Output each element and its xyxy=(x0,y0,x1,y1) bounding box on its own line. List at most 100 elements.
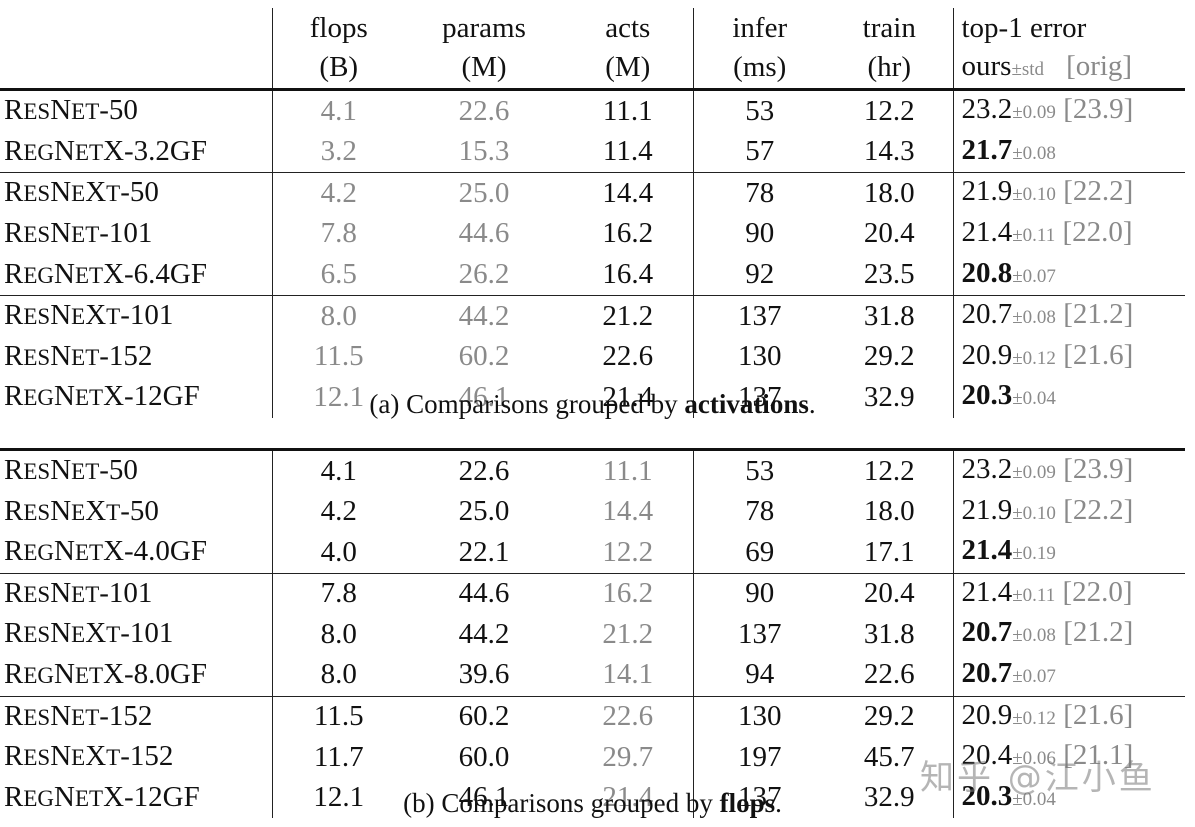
model-name-part: ET xyxy=(74,262,104,288)
model-name: RESNEXT-152 xyxy=(0,737,273,778)
model-name-part: R xyxy=(4,576,24,609)
cell-flops: 4.0 xyxy=(320,535,357,568)
model-name-part: -50 xyxy=(99,454,138,486)
cell-flops: 3.2 xyxy=(320,135,357,168)
cell-top1-error: 21.7±0.08 xyxy=(953,132,1185,173)
table-b-body: RESNET-50 4.1 22.6 11.1 53 12.2 23.2±0.09 [23.… xyxy=(0,447,1185,819)
cell-train: 32.9 xyxy=(826,777,954,819)
cell-acts: 16.4 xyxy=(563,254,694,296)
cell-infer: 130 xyxy=(738,340,782,373)
header-top1: top-1 error xyxy=(961,12,1087,44)
table-row: REGNETX-12GF 12.1 46.1 21.4 137 32.9 20.3±0.04 xyxy=(0,777,1185,819)
model-name: RESNEXT-50 xyxy=(0,172,273,214)
model-name-part: N xyxy=(50,176,72,209)
model-name-part: -152 xyxy=(120,740,174,773)
model-name-part: N xyxy=(50,699,72,732)
model-name-part: E xyxy=(71,181,86,207)
model-name-part: R xyxy=(4,339,24,372)
model-name-part: ET xyxy=(71,344,100,370)
cell-infer: 53 xyxy=(745,94,775,127)
model-name-part: ES xyxy=(23,181,51,207)
cell-train: 31.8 xyxy=(826,614,954,655)
header-train-unit: (hr) xyxy=(826,47,954,92)
cell-train: 32.9 xyxy=(826,377,954,418)
error-std: ±0.07 xyxy=(1012,665,1056,687)
model-name-part: X xyxy=(85,176,107,209)
header-blank xyxy=(0,8,273,48)
cell-train: 17.1 xyxy=(826,532,954,574)
header-flops-unit: (B) xyxy=(272,47,405,92)
error-value: 20.7 xyxy=(961,298,1013,331)
error-value: 20.3 xyxy=(961,379,1013,412)
table-row: RESNET-152 11.5 60.2 22.6 130 29.2 20.9±0.12 [… xyxy=(0,695,1185,738)
model-name-part: X xyxy=(85,299,107,332)
cell-acts: 21.4 xyxy=(563,377,694,418)
model-name-part: N xyxy=(54,535,75,568)
cell-top1-error: 21.4±0.11 [22.0] xyxy=(953,572,1185,615)
cell-params: 25.0 xyxy=(405,172,563,214)
model-name-part: ES xyxy=(23,459,51,484)
cell-params: 44.6 xyxy=(458,217,510,250)
model-name-part: ET xyxy=(71,221,100,247)
model-name-part: ES xyxy=(23,221,51,247)
model-name-part: -101 xyxy=(99,576,153,609)
caption-b: (b) Comparisons grouped by flops. xyxy=(0,788,1185,819)
model-name-part: ES xyxy=(23,499,51,525)
cell-flops: 4.1 xyxy=(320,94,357,127)
cell-train: 18.0 xyxy=(826,172,954,214)
cell-infer: 69 xyxy=(745,535,775,568)
cell-train: 14.3 xyxy=(826,131,954,173)
comparison-table-activations: flops params acts infer train top-1 erro… xyxy=(0,8,1185,418)
model-name-part: R xyxy=(4,740,24,773)
cell-infer: 130 xyxy=(693,695,826,738)
cell-flops: 12.1 xyxy=(313,781,365,814)
model-name-part: R xyxy=(4,657,24,690)
cell-top1-error: 20.8±0.07 xyxy=(953,255,1185,296)
model-name-part: T xyxy=(106,745,121,771)
error-std: ±0.09 xyxy=(1012,102,1056,124)
cell-infer: 78 xyxy=(693,172,826,214)
table-row: RESNEXT-152 11.7 60.0 29.7 197 45.7 20.4±0.06 … xyxy=(0,737,1185,778)
model-name-part: R xyxy=(4,299,24,332)
cell-params: 46.1 xyxy=(458,781,510,814)
table-row: REGNETX-12GF 12.1 46.1 21.4 137 32.9 20.3±0.04 xyxy=(0,377,1185,418)
model-name-part: ET xyxy=(71,704,100,730)
cell-train: 20.4 xyxy=(826,213,954,255)
header-params: params xyxy=(442,12,526,44)
model-name-part: N xyxy=(50,494,72,527)
cell-train: 20.4 xyxy=(826,572,954,615)
cell-infer: 78 xyxy=(745,495,775,528)
model-name-part: -152 xyxy=(99,699,153,732)
cell-flops: 6.5 xyxy=(320,258,357,291)
model-name-part: -50 xyxy=(120,494,159,527)
model-name: RESNET-101 xyxy=(0,213,273,255)
cell-acts: 14.1 xyxy=(563,654,694,697)
model-name-part: X-8.0GF xyxy=(103,657,207,690)
cell-params: 60.2 xyxy=(458,340,510,373)
model-name-part: R xyxy=(4,454,24,486)
model-name: RESNEXT-101 xyxy=(0,295,273,337)
cell-top1-error: 20.7±0.08 [21.2] xyxy=(953,295,1185,337)
table-row: REGNETX-3.2GF 3.2 15.3 11.4 57 14.3 21.7±0.08 xyxy=(0,131,1185,173)
model-name-part: ET xyxy=(71,99,100,125)
cell-infer: 90 xyxy=(693,572,826,615)
model-name-part: T xyxy=(106,181,121,207)
model-name-part: N xyxy=(50,576,72,609)
cell-infer: 94 xyxy=(745,658,775,691)
model-name-part: X xyxy=(85,740,107,773)
caption-a: (a) Comparisons grouped by activations. xyxy=(0,389,1185,420)
cell-flops: 12.1 xyxy=(313,380,365,413)
error-orig: [21.6] xyxy=(1063,698,1134,731)
header-infer-unit: (ms) xyxy=(693,47,826,92)
model-name-part: X xyxy=(85,617,107,650)
cell-infer: 92 xyxy=(745,258,775,291)
cell-train: 45.7 xyxy=(826,737,954,778)
cell-params: 44.2 xyxy=(458,617,510,650)
cell-top1-error: 20.9±0.12 [21.6] xyxy=(953,695,1185,738)
table-row: REGNETX-6.4GF 6.5 26.2 16.4 92 23.5 20.8±0.07 xyxy=(0,254,1185,296)
model-name: REGNETX-12GF xyxy=(0,377,273,418)
cell-acts: 16.2 xyxy=(563,213,694,255)
model-name-part: T xyxy=(106,304,121,330)
header-top1-sub: ours±std [orig] xyxy=(953,47,1185,92)
cell-acts: 12.2 xyxy=(563,532,694,574)
